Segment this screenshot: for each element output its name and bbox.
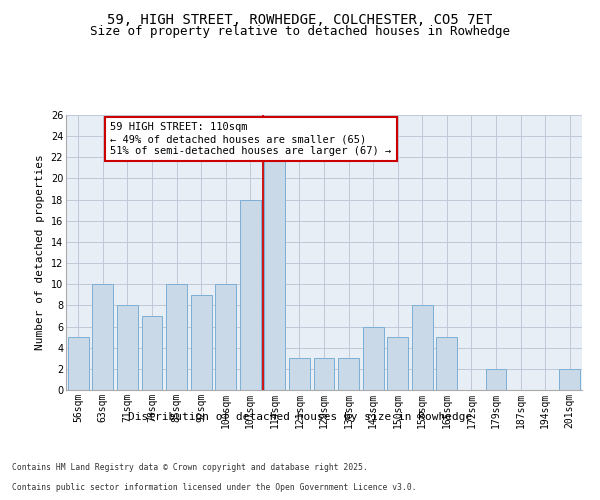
Text: 59 HIGH STREET: 110sqm
← 49% of detached houses are smaller (65)
51% of semi-det: 59 HIGH STREET: 110sqm ← 49% of detached… (110, 122, 391, 156)
Bar (314, 358, 334, 390)
Text: 59, HIGH STREET, ROWHEDGE, COLCHESTER, CO5 7ET: 59, HIGH STREET, ROWHEDGE, COLCHESTER, C… (107, 12, 493, 26)
Bar (240, 200, 261, 390)
Bar (362, 326, 383, 390)
Bar (436, 337, 457, 390)
Bar (559, 369, 580, 390)
Bar (191, 295, 212, 390)
Bar (117, 306, 138, 390)
Text: Distribution of detached houses by size in Rowhedge: Distribution of detached houses by size … (128, 412, 472, 422)
Bar (289, 358, 310, 390)
Text: Size of property relative to detached houses in Rowhedge: Size of property relative to detached ho… (90, 25, 510, 38)
Text: Contains HM Land Registry data © Crown copyright and database right 2025.: Contains HM Land Registry data © Crown c… (12, 464, 368, 472)
Bar (166, 284, 187, 390)
Text: Contains public sector information licensed under the Open Government Licence v3: Contains public sector information licen… (12, 484, 416, 492)
Bar (412, 306, 433, 390)
Bar (485, 369, 506, 390)
Bar (142, 316, 163, 390)
Bar (92, 284, 113, 390)
Y-axis label: Number of detached properties: Number of detached properties (35, 154, 45, 350)
Bar (215, 284, 236, 390)
Bar (265, 158, 286, 390)
Bar (338, 358, 359, 390)
Bar (68, 337, 89, 390)
Bar (387, 337, 408, 390)
